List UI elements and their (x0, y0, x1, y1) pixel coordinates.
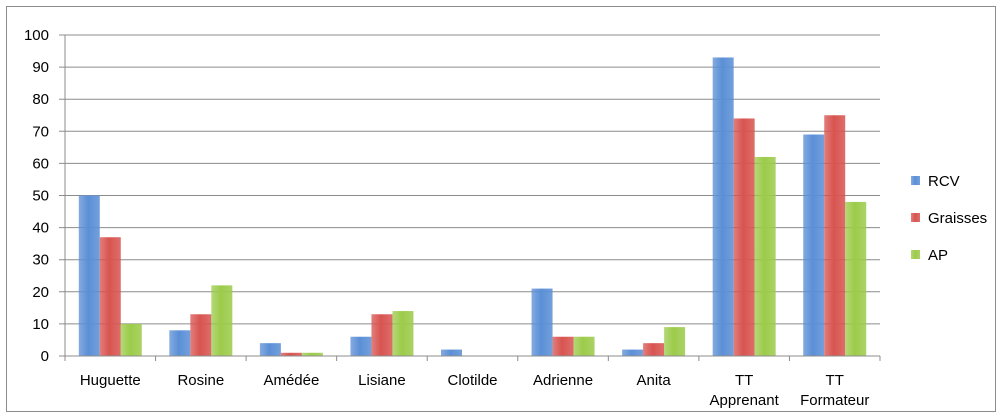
bar-graisses-8 (824, 115, 846, 356)
bar-ap-7 (754, 156, 776, 356)
bar-ap-1 (211, 285, 233, 356)
x-tick-label: Apprenant (710, 392, 780, 409)
x-tick-label: Clotilde (447, 372, 497, 389)
bar-ap-8 (845, 201, 867, 356)
bars (78, 57, 867, 357)
y-tick-label: 10 (32, 316, 49, 333)
bar-ap-3 (392, 311, 414, 356)
y-tick-label: 0 (41, 348, 49, 365)
bar-graisses-3 (371, 314, 393, 356)
y-tick-label: 60 (32, 155, 49, 172)
bar-rcv-1 (169, 330, 191, 356)
bar-graisses-5 (552, 336, 574, 356)
legend-label-ap: AP (928, 247, 948, 264)
bar-graisses-6 (643, 343, 665, 356)
x-tick-label: Lisiane (358, 372, 406, 389)
x-tick-label: TT (735, 372, 753, 389)
x-tick-label: Formateur (800, 392, 869, 409)
bar-rcv-7 (712, 57, 734, 356)
bar-graisses-2 (280, 352, 302, 356)
bar-rcv-5 (531, 288, 553, 356)
legend-swatch-rcv (911, 176, 920, 185)
bar-graisses-7 (733, 118, 755, 357)
y-axis: 0 10 20 30 40 50 60 70 80 90 100 (24, 27, 66, 365)
bar-rcv-8 (803, 134, 825, 356)
y-tick-label: 80 (32, 91, 49, 108)
legend-swatch-graisses (911, 213, 920, 222)
bar-graisses-1 (190, 314, 212, 356)
bar-rcv-2 (259, 343, 281, 356)
bar-ap-2 (301, 352, 323, 356)
y-tick-label: 20 (32, 284, 49, 301)
y-tick-label: 100 (24, 27, 49, 44)
x-tick-label: Rosine (177, 372, 224, 389)
bar-rcv-4 (441, 349, 462, 356)
legend-label-graisses: Graisses (928, 210, 987, 227)
bar-rcv-6 (622, 349, 644, 356)
bar-graisses-0 (99, 237, 121, 356)
y-tick-label: 40 (32, 220, 49, 237)
bar-rcv-3 (350, 336, 372, 356)
y-tick-label: 70 (32, 123, 49, 140)
legend: RCV Graisses AP (911, 173, 987, 264)
x-tick-label: TT (826, 372, 844, 389)
bar-ap-5 (573, 336, 595, 356)
legend-swatch-ap (911, 250, 920, 259)
bar-ap-0 (120, 323, 142, 356)
y-tick-label: 90 (32, 59, 49, 76)
y-tick-label: 30 (32, 252, 49, 269)
x-axis: Huguette Rosine Amédée Lisiane Clotilde Adrie… (59, 355, 881, 409)
x-tick-label: Huguette (80, 372, 141, 389)
x-tick-label: Adrienne (533, 372, 593, 389)
y-tick-label: 50 (32, 188, 49, 205)
x-tick-label: Amédée (263, 372, 319, 389)
legend-label-rcv: RCV (928, 173, 960, 190)
bar-ap-6 (664, 327, 686, 356)
bar-rcv-0 (78, 195, 100, 356)
x-tick-label: Anita (637, 372, 672, 389)
